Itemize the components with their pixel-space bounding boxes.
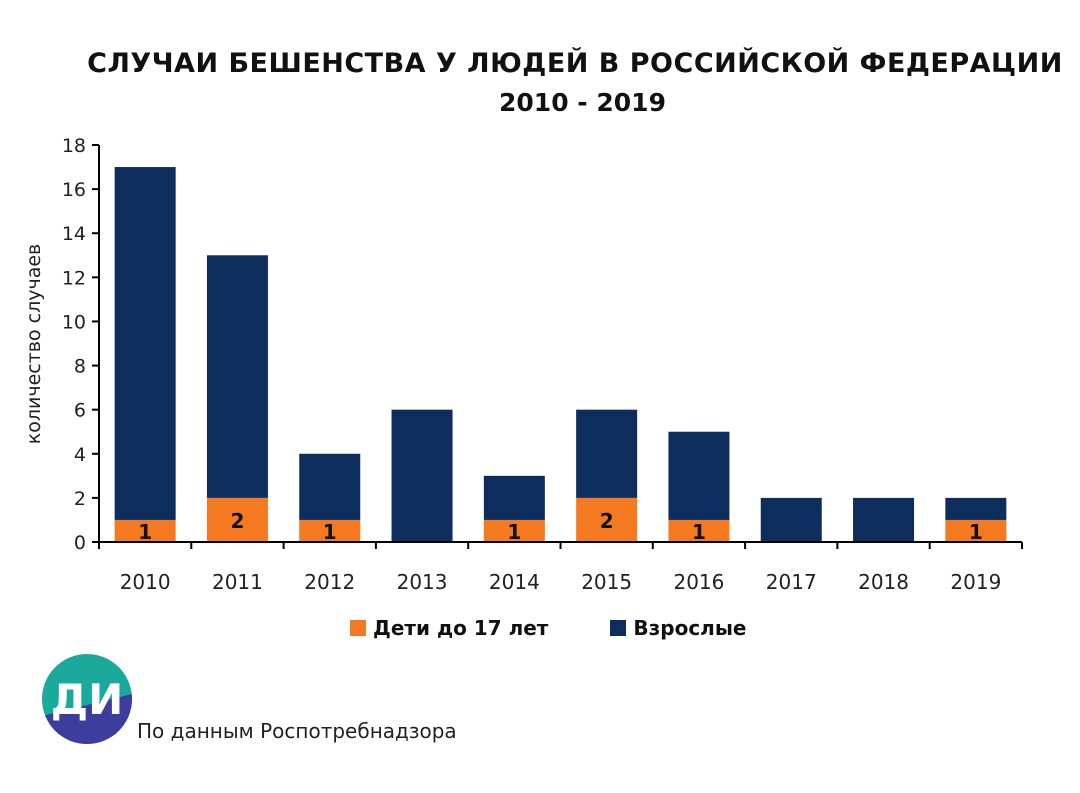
legend-label-children: Дети до 17 лет: [373, 616, 549, 640]
logo-icon: ДИ: [42, 654, 132, 744]
data-label: 2: [230, 509, 244, 533]
bar-adults: [853, 497, 915, 542]
y-tick-label: 18: [62, 135, 86, 157]
bar-adults: [668, 431, 730, 520]
data-label: 1: [692, 520, 706, 544]
bar-adults: [206, 255, 268, 498]
legend-item-adults: Взрослые: [610, 616, 746, 640]
legend-item-children: Дети до 17 лет: [350, 616, 548, 640]
x-tick-label: 2013: [397, 570, 448, 594]
data-label: 1: [323, 520, 337, 544]
y-tick-label: 6: [74, 400, 86, 422]
bar-adults: [391, 409, 453, 542]
y-axis-label: количество случаев: [23, 244, 45, 444]
y-tick-label: 8: [74, 356, 86, 378]
y-tick-label: 10: [62, 311, 86, 333]
bar-adults: [299, 453, 361, 520]
data-label: 1: [507, 520, 521, 544]
chart-subtitle: 2010 - 2019: [499, 88, 666, 117]
x-tick-label: 2015: [581, 570, 632, 594]
data-label: 1: [969, 520, 983, 544]
legend-swatch-adults: [610, 620, 627, 636]
logo-text: ДИ: [51, 675, 124, 724]
legend-swatch-children: [350, 620, 366, 636]
x-tick-label: 2016: [673, 570, 724, 594]
y-tick-label: 0: [74, 532, 86, 554]
x-tick-label: 2010: [120, 570, 171, 594]
bar-group: 1 2 1 1 2 1 1: [114, 167, 1007, 544]
legend-label-adults: Взрослые: [633, 616, 747, 640]
y-tick-label: 12: [62, 267, 86, 289]
data-label: 1: [138, 520, 152, 544]
bar-children: [114, 519, 176, 542]
y-axis-ticks: 0 2 4 6 8 10 12 14 16 18: [62, 135, 99, 554]
x-tick-label: 2014: [489, 570, 540, 594]
source-note: По данным Роспотребнадзора: [137, 719, 457, 743]
x-axis-ticks: 2010 2011 2012 2013 2014 2015 2016 2017 2018 2019: [98, 542, 1023, 594]
x-tick-label: 2017: [766, 570, 817, 594]
chart-title: СЛУЧАИ БЕШЕНСТВА У ЛЮДЕЙ В РОССИЙСКОЙ ФЕ…: [87, 48, 1063, 79]
bar-children: [945, 519, 1007, 542]
bar-adults: [945, 497, 1007, 520]
bar-adults: [114, 167, 176, 520]
x-tick-label: 2012: [304, 570, 355, 594]
y-tick-label: 16: [62, 179, 86, 201]
y-tick-label: 2: [74, 488, 86, 510]
bar-adults: [483, 475, 545, 520]
bar-children: [206, 497, 268, 542]
y-tick-label: 4: [74, 444, 86, 466]
bar-adults: [760, 497, 822, 542]
bar-adults: [576, 409, 638, 498]
legend: Дети до 17 лет Взрослые: [350, 616, 808, 640]
bar-children: [668, 519, 730, 542]
y-tick-label: 14: [62, 223, 86, 245]
x-tick-label: 2011: [212, 570, 263, 594]
x-tick-label: 2018: [858, 570, 909, 594]
data-label: 2: [600, 509, 614, 533]
bar-children: [299, 519, 361, 542]
bar-children: [576, 497, 638, 542]
bar-children: [483, 519, 545, 542]
x-tick-label: 2019: [950, 570, 1001, 594]
